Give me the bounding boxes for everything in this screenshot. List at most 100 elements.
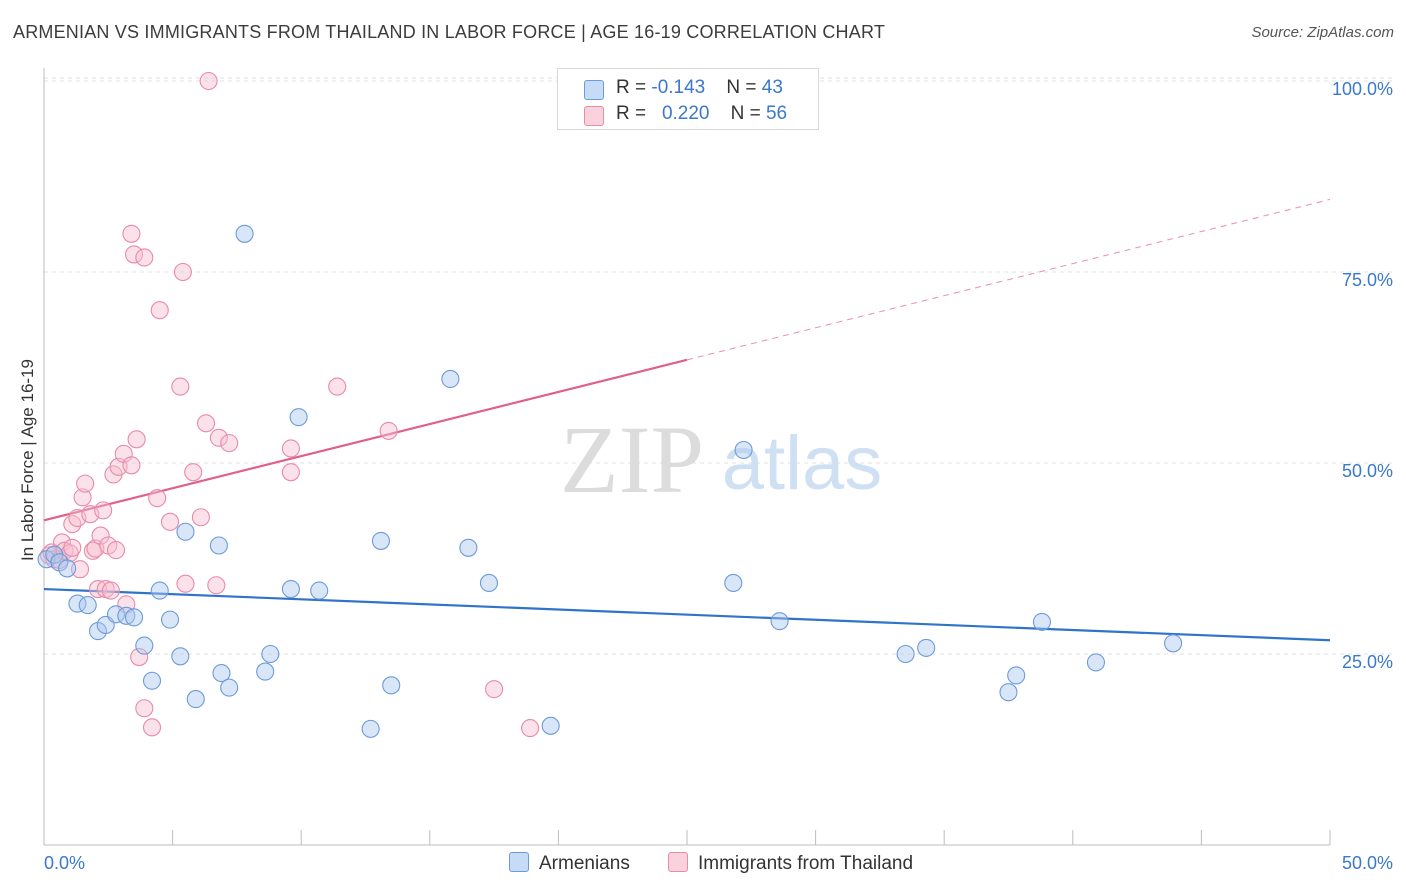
- armenians-point: [176, 522, 195, 541]
- thailand-point: [173, 262, 192, 282]
- armenians-point: [371, 531, 390, 550]
- armenians-point: [361, 719, 380, 738]
- thailand-point: [124, 245, 144, 264]
- y-tick-label: 75.0%: [1342, 270, 1393, 290]
- r-label: R =: [616, 103, 652, 124]
- armenians-point: [734, 440, 753, 460]
- thailand-point: [191, 508, 210, 527]
- thailand-swatch: [584, 106, 604, 126]
- armenians-point: [256, 662, 275, 681]
- armenians-point: [459, 538, 478, 557]
- n-label: N =: [726, 77, 762, 98]
- grid-lines: [44, 77, 1392, 655]
- armenians-point: [770, 612, 789, 631]
- armenians-point: [917, 638, 936, 657]
- armenians-point: [724, 573, 743, 592]
- armenians-point: [382, 676, 401, 695]
- chart-title: ARMENIAN VS IMMIGRANTS FROM THAILAND IN …: [13, 22, 886, 42]
- armenians-point: [220, 678, 239, 697]
- armenians-point: [235, 224, 254, 243]
- thailand-point: [209, 428, 228, 447]
- watermark-zip: ZIP: [560, 406, 704, 513]
- armenians-point: [160, 610, 180, 629]
- thailand-point: [101, 581, 120, 600]
- armenians-swatch: [509, 852, 529, 872]
- armenians-point: [310, 581, 329, 600]
- thailand-point: [130, 648, 149, 667]
- armenians-point: [186, 690, 205, 709]
- thailand-trend-line: [43, 358, 688, 522]
- armenians-point: [1086, 653, 1105, 672]
- bottom-legend-armenians: Armenians: [509, 852, 630, 875]
- legend-label: Armenians: [539, 853, 630, 874]
- data-points: [37, 71, 1183, 738]
- thailand-point: [207, 576, 226, 595]
- trend-lines: [43, 198, 1331, 642]
- thailand-point: [171, 377, 190, 396]
- thailand-point: [70, 560, 90, 579]
- thailand-point: [106, 541, 126, 560]
- thailand-point: [160, 512, 180, 531]
- thailand-trend-extension: [686, 198, 1331, 361]
- stats-legend: R = -0.143 N = 43 R = 0.220 N = 56: [557, 68, 819, 130]
- n-label: N =: [730, 103, 766, 124]
- thailand-point: [148, 489, 167, 508]
- thailand-point: [521, 719, 540, 738]
- armenians-point: [171, 647, 190, 666]
- thailand-point: [122, 224, 141, 243]
- watermark-atlas: atlas: [722, 421, 883, 506]
- armenians-point: [1007, 666, 1026, 685]
- y-axis-label: In Labor Force | Age 16-19: [18, 359, 37, 561]
- armenians-point: [441, 369, 460, 389]
- n-value: 56: [765, 103, 788, 124]
- armenians-trend-line: [43, 587, 1331, 642]
- armenians-point: [289, 408, 308, 427]
- armenians-point: [999, 683, 1018, 702]
- armenians-point: [209, 536, 228, 555]
- thailand-point: [220, 434, 239, 453]
- thailand-point: [176, 574, 195, 593]
- r-label: R =: [616, 77, 652, 98]
- x-tick-label: 50.0%: [1342, 853, 1393, 873]
- n-value: 43: [761, 77, 783, 98]
- tick-labels: 25.0% 50.0% 75.0% 100.0% 0.0% 50.0%: [44, 79, 1393, 873]
- thailand-point: [73, 488, 92, 507]
- armenians-point: [58, 559, 77, 578]
- armenians-point: [124, 608, 144, 627]
- armenians-point: [1032, 612, 1051, 631]
- y-tick-label: 25.0%: [1342, 652, 1393, 672]
- armenians-point: [896, 644, 915, 664]
- watermark: ZIP atlas: [560, 406, 882, 513]
- axes: [43, 68, 1331, 846]
- armenians-point: [117, 606, 136, 625]
- thailand-point: [281, 439, 300, 458]
- thailand-point: [135, 248, 154, 267]
- thailand-point: [328, 377, 347, 396]
- armenians-swatch: [584, 80, 604, 100]
- r-value: 0.220: [661, 103, 710, 124]
- thailand-point: [485, 680, 504, 699]
- armenians-point: [142, 671, 162, 690]
- thailand-point: [135, 699, 154, 718]
- thailand-point: [76, 474, 95, 493]
- armenians-point: [281, 580, 300, 599]
- armenians-point: [541, 716, 560, 735]
- armenians-point: [1164, 634, 1183, 653]
- thailand-point: [127, 430, 146, 449]
- thailand-point: [150, 301, 169, 320]
- thailand-point: [122, 456, 141, 475]
- thailand-point: [281, 463, 300, 482]
- r-value: -0.143: [651, 77, 706, 98]
- thailand-point: [91, 526, 110, 545]
- armenians-point: [78, 596, 97, 615]
- y-tick-label: 100.0%: [1332, 79, 1393, 99]
- thailand-point: [184, 463, 203, 482]
- thailand-point: [199, 71, 218, 91]
- x-tick-label: 0.0%: [44, 853, 85, 873]
- thailand-point: [94, 501, 113, 520]
- armenians-point: [212, 664, 231, 683]
- thailand-point: [142, 718, 162, 737]
- armenians-point: [135, 636, 154, 655]
- armenians-point: [150, 581, 169, 600]
